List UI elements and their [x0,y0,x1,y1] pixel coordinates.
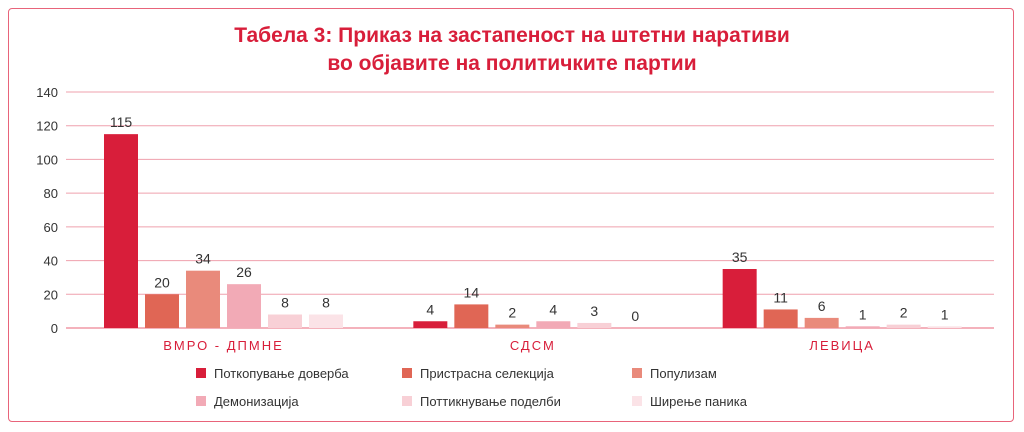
legend-swatch [196,396,206,406]
legend-swatch [196,368,206,378]
category-label: СДСМ [510,338,556,353]
data-label: 14 [464,284,480,300]
y-tick-label: 40 [44,254,58,269]
bar [186,270,220,328]
y-tick-label: 80 [44,186,58,201]
data-label: 1 [941,306,949,322]
bar [804,317,839,328]
data-label: 26 [236,264,252,280]
data-label: 6 [818,298,826,314]
bar [104,134,138,328]
data-label: 115 [110,114,133,130]
data-label: 3 [590,303,598,319]
data-label: 0 [631,308,639,324]
data-label: 11 [773,289,788,305]
data-label: 2 [900,305,908,321]
bar [495,324,530,328]
bar [577,322,612,328]
chart-title: Табела 3: Приказ на застапеност на штетн… [0,22,1024,78]
legend-label: Пристрасна селекција [420,366,555,381]
chart-title-line2: во објавите на политичките партии [327,52,697,75]
y-tick-label: 60 [44,220,58,235]
bar [927,326,962,328]
legend-label: Поткопување доверба [214,366,349,381]
data-label: 8 [322,295,330,311]
data-label: 8 [281,295,289,311]
data-label: 34 [195,251,211,267]
bar [145,294,179,328]
y-tick-label: 20 [44,287,58,302]
legend-label: Демонизација [214,394,299,409]
category-label: ВМРО - ДПМНЕ [163,338,284,353]
legend-swatch [402,396,412,406]
y-tick-label: 140 [36,85,58,100]
y-tick-label: 100 [36,152,58,167]
y-tick-label: 120 [36,119,58,134]
legend-label: Популизам [650,366,717,381]
bar [536,321,571,328]
category-label: ЛЕВИЦА [809,338,875,353]
bar [886,324,921,328]
data-label: 4 [426,301,434,317]
data-label: 20 [154,274,170,290]
legend-swatch [632,368,642,378]
chart-frame [8,8,1014,422]
bar [227,284,261,328]
data-label: 35 [732,249,748,265]
bar [268,314,302,328]
legend-swatch [632,396,642,406]
data-label: 1 [859,306,867,322]
data-label: 2 [508,305,516,321]
data-label: 4 [549,301,557,317]
legend-swatch [402,368,412,378]
bar [845,326,880,328]
bar [722,269,757,328]
legend-label: Ширење паника [650,394,748,409]
bar [309,314,343,328]
bar [413,321,448,328]
bar [454,304,489,328]
bar [763,309,798,328]
legend-label: Поттикнување поделби [420,394,561,409]
chart-title-line1: Табела 3: Приказ на застапеност на штетн… [234,24,790,47]
y-tick-label: 0 [51,321,58,336]
